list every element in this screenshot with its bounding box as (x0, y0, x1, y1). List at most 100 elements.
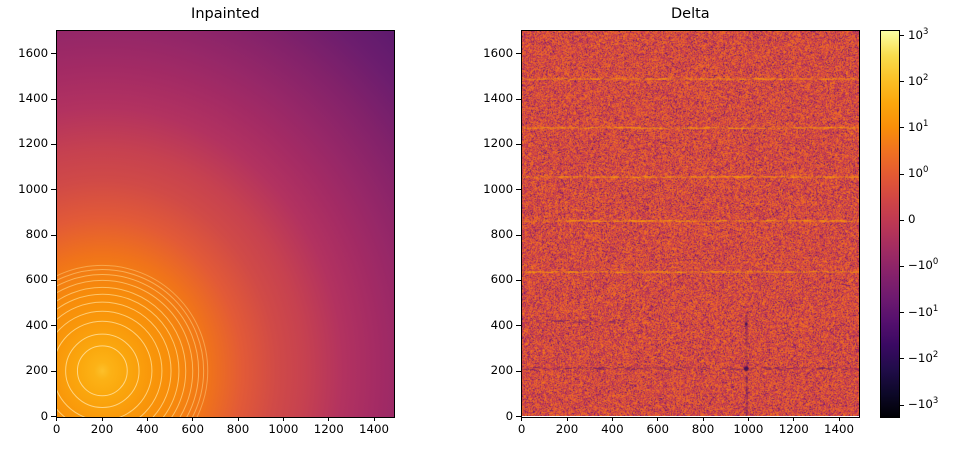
colorbar-tick-label: 0 (908, 212, 916, 227)
y-tick-mark (516, 234, 521, 236)
y-tick-mark (51, 53, 56, 55)
x-tick-mark (192, 417, 194, 422)
y-tick-label: 400 (25, 317, 49, 332)
colorbar (880, 30, 900, 418)
x-tick-label: 800 (226, 422, 250, 437)
exponent: 0 (932, 257, 939, 268)
plot-title-delta: Delta (671, 6, 710, 22)
x-tick-label: 200 (90, 422, 114, 437)
y-tick-label: 1000 (483, 181, 514, 196)
x-tick-label: 400 (601, 422, 624, 437)
delta-heatmap-image (521, 31, 859, 417)
y-tick-label: 1400 (18, 91, 49, 106)
colorbar-tick-label: −101 (908, 303, 939, 319)
colorbar-tick-label: 102 (908, 72, 929, 88)
colorbar-tick-mark (900, 265, 904, 267)
y-tick-label: 1200 (18, 136, 49, 151)
y-tick-mark (51, 279, 56, 281)
x-tick-mark (838, 417, 840, 422)
colorbar-tick-mark (900, 358, 904, 360)
colorbar-tick-mark (900, 173, 904, 175)
x-tick-label: 600 (181, 422, 204, 437)
colorbar-tick-mark (900, 127, 904, 129)
contour-ring (56, 311, 163, 417)
x-tick-mark (566, 417, 568, 422)
y-tick-label: 1000 (18, 181, 49, 196)
colorbar-tick-label: 103 (908, 26, 929, 42)
contour-ring (76, 345, 128, 397)
inpainted-axes (55, 30, 395, 418)
x-tick-label: 1400 (359, 422, 390, 437)
y-tick-label: 1600 (18, 45, 49, 60)
contour-ring (56, 280, 193, 417)
x-tick-mark (328, 417, 330, 422)
y-tick-mark (516, 189, 521, 191)
y-tick-mark (516, 325, 521, 327)
x-tick-mark (657, 417, 659, 422)
colorbar-tick-mark (900, 219, 904, 221)
y-tick-mark (51, 98, 56, 100)
exponent: 1 (932, 303, 939, 314)
y-tick-label: 800 (25, 227, 49, 242)
x-tick-label: 1200 (313, 422, 344, 437)
plot-title-inpainted: Inpainted (191, 6, 260, 22)
contour-ring (56, 294, 180, 417)
y-tick-mark (516, 143, 521, 145)
x-tick-mark (747, 417, 749, 422)
y-tick-mark (516, 370, 521, 372)
x-tick-label: 0 (517, 422, 526, 437)
x-tick-label: 0 (52, 422, 61, 437)
contour-ring (56, 269, 204, 417)
x-tick-label: 1000 (733, 422, 764, 437)
y-tick-label: 1600 (483, 45, 514, 60)
y-tick-label: 0 (40, 408, 49, 423)
y-tick-mark (51, 370, 56, 372)
x-tick-mark (373, 417, 375, 422)
exponent: 3 (923, 26, 929, 37)
y-tick-label: 200 (490, 363, 514, 378)
colorbar-tick-mark (900, 404, 904, 406)
exponent: 0 (923, 165, 929, 176)
y-tick-mark (516, 279, 521, 281)
x-tick-label: 1200 (778, 422, 809, 437)
y-tick-label: 1400 (483, 91, 514, 106)
y-tick-mark (516, 416, 521, 418)
y-tick-label: 600 (25, 272, 49, 287)
x-tick-label: 1400 (824, 422, 855, 437)
x-tick-mark (793, 417, 795, 422)
colorbar-tick-mark (900, 81, 904, 83)
x-tick-mark (702, 417, 704, 422)
delta-axes (520, 30, 860, 418)
contour-ring (56, 302, 172, 417)
x-tick-label: 200 (555, 422, 579, 437)
contour-ring (56, 265, 208, 417)
y-tick-label: 600 (490, 272, 514, 287)
y-tick-mark (51, 416, 56, 418)
y-tick-label: 1200 (483, 136, 514, 151)
colorbar-tick-mark (900, 35, 904, 36)
inpainted-heatmap-image (56, 31, 394, 417)
colorbar-tick-label: 100 (908, 165, 929, 181)
y-tick-mark (516, 53, 521, 55)
x-tick-mark (282, 417, 284, 422)
x-tick-label: 600 (646, 422, 669, 437)
colorbar-tick-label: −103 (908, 396, 939, 412)
y-tick-label: 800 (490, 227, 514, 242)
delta-noise-canvas (521, 31, 859, 417)
x-tick-mark (101, 417, 103, 422)
contour-ring (64, 334, 140, 409)
colorbar-tick-mark (900, 312, 904, 314)
x-tick-mark (521, 417, 523, 422)
x-tick-mark (237, 417, 239, 422)
x-tick-mark (56, 417, 58, 422)
contour-ring (56, 287, 186, 417)
contour-ring (56, 321, 153, 417)
y-tick-mark (51, 325, 56, 327)
exponent: 2 (932, 350, 939, 361)
colorbar-tick-label: −102 (908, 350, 939, 365)
x-tick-label: 800 (691, 422, 715, 437)
y-tick-label: 400 (490, 317, 514, 332)
colorbar-tick-label: −100 (908, 257, 939, 273)
x-tick-label: 400 (136, 422, 159, 437)
